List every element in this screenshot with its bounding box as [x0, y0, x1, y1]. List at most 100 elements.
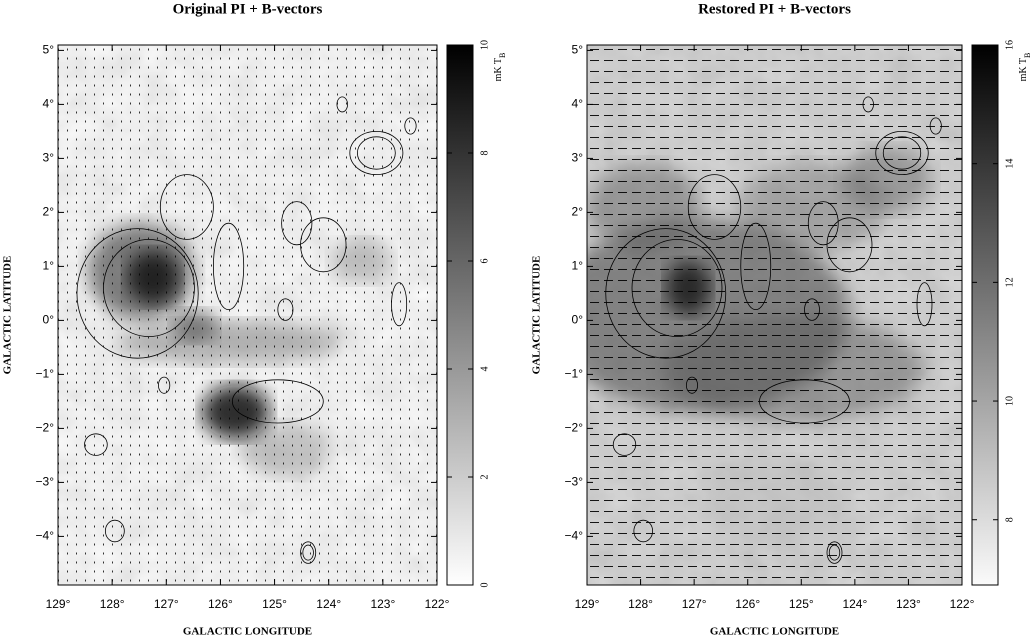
colorbar-unit: mK T — [493, 58, 504, 81]
y-tick-label: 0° — [572, 313, 584, 327]
y-tick-label: −3° — [565, 475, 584, 489]
contour — [212, 222, 245, 310]
contour — [103, 238, 195, 337]
x-tick-label: 128° — [628, 597, 653, 611]
contour — [231, 379, 324, 424]
contour — [612, 433, 637, 456]
contour — [391, 282, 408, 327]
y-tick-label: −4° — [36, 529, 55, 543]
colorbar-tick-label: 0 — [479, 583, 490, 588]
contour — [804, 298, 820, 321]
y-tick-label: −2° — [36, 421, 55, 435]
contour — [687, 174, 742, 240]
colorbar-unit-sub: B — [498, 53, 507, 58]
contour — [336, 96, 348, 113]
map-content — [587, 45, 962, 585]
contour — [300, 217, 347, 273]
x-axis-label: GALACTIC LONGITUDE — [710, 626, 839, 638]
colorbar-tick-label: 4 — [479, 367, 490, 372]
contour — [76, 228, 199, 359]
colorbar-tick-label: 12 — [1004, 277, 1015, 287]
y-tick-label: 1° — [572, 259, 584, 273]
y-axis-label: GALACTIC LATITUDE — [2, 256, 14, 375]
colorbar-tick-label: 6 — [479, 259, 490, 264]
y-tick-label: 5° — [572, 43, 584, 57]
x-axis-label: GALACTIC LONGITUDE — [183, 626, 312, 638]
colorbar-tick-label: 10 — [479, 40, 490, 50]
y-tick-label: 4° — [572, 97, 584, 111]
x-tick-label: 122° — [950, 597, 975, 611]
y-tick-label: 0° — [43, 313, 55, 327]
x-tick-label: 125° — [262, 597, 287, 611]
y-tick-label: −1° — [36, 367, 55, 381]
contour — [404, 117, 417, 135]
y-tick-label: 3° — [43, 151, 55, 165]
contour — [84, 433, 108, 456]
contour — [826, 217, 873, 273]
contour — [159, 174, 214, 240]
contour — [862, 96, 874, 113]
x-tick-label: 126° — [208, 597, 233, 611]
map-frame — [57, 44, 438, 586]
x-tick-label: 128° — [100, 597, 125, 611]
colorbar-label: mK TB — [1018, 53, 1032, 82]
contour — [605, 228, 727, 359]
contour — [875, 130, 929, 175]
x-tick-label: 123° — [370, 597, 395, 611]
y-tick-label: −1° — [565, 367, 584, 381]
contour — [916, 282, 933, 327]
colorbar — [971, 44, 999, 586]
x-tick-label: 127° — [682, 597, 707, 611]
contour — [302, 544, 314, 561]
colorbar-tick-label: 16 — [1004, 40, 1015, 50]
colorbar-unit: mK T — [1018, 58, 1029, 81]
x-tick-label: 125° — [789, 597, 814, 611]
y-tick-label: 2° — [572, 205, 584, 219]
panel-title: Original PI + B-vectors — [173, 1, 323, 17]
y-tick-label: 1° — [43, 259, 55, 273]
b-vectors — [587, 45, 962, 585]
x-tick-label: 126° — [735, 597, 760, 611]
contour — [349, 130, 404, 175]
y-tick-label: 5° — [43, 43, 55, 57]
colorbar — [446, 44, 474, 586]
contour — [158, 376, 171, 394]
contour — [300, 541, 317, 564]
x-tick-label: 122° — [425, 597, 450, 611]
colorbar-tick-label: 8 — [1004, 517, 1015, 522]
contour — [929, 117, 942, 135]
panel-title: Restored PI + B-vectors — [698, 1, 851, 17]
y-axis-label: GALACTIC LATITUDE — [531, 256, 543, 375]
map-image — [587, 45, 962, 585]
contour — [104, 519, 125, 543]
contour — [277, 298, 294, 321]
contour — [826, 541, 843, 564]
contour — [828, 544, 841, 561]
x-tick-label: 124° — [316, 597, 341, 611]
x-tick-label: 123° — [896, 597, 921, 611]
colorbar-tick-label: 2 — [479, 475, 490, 480]
map-image — [58, 45, 437, 585]
x-tick-label: 127° — [154, 597, 179, 611]
colorbar-tick-label: 10 — [1004, 396, 1015, 406]
contour — [633, 519, 654, 543]
contour — [807, 201, 839, 246]
y-tick-label: −2° — [565, 421, 584, 435]
colorbar-label: mK TB — [493, 53, 507, 82]
b-vectors — [58, 45, 437, 585]
map-content — [58, 45, 437, 585]
contour — [631, 238, 723, 337]
y-tick-label: −3° — [36, 475, 55, 489]
colorbar-tick-label: 14 — [1004, 159, 1015, 169]
y-tick-label: 2° — [43, 205, 55, 219]
x-tick-label: 124° — [842, 597, 867, 611]
x-tick-label: 129° — [575, 597, 600, 611]
colorbar-unit-sub: B — [1023, 53, 1032, 58]
colorbar-tick-label: 8 — [479, 151, 490, 156]
contour — [685, 376, 699, 394]
contour — [357, 136, 396, 170]
y-tick-label: −4° — [565, 529, 584, 543]
contour — [281, 201, 313, 246]
contour — [882, 136, 922, 170]
